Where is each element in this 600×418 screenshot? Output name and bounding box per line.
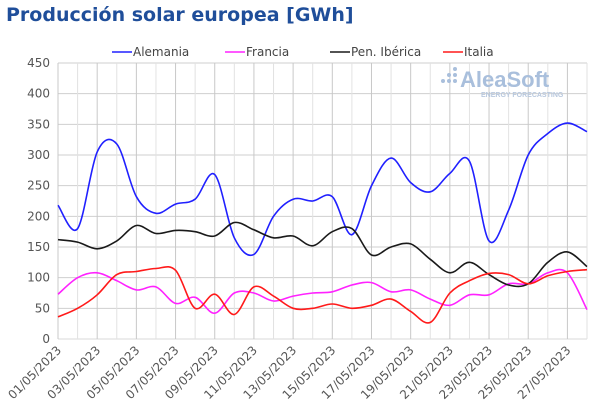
y-tick-label: 200	[27, 209, 50, 223]
watermark-brand: AleaSoft	[460, 67, 550, 92]
y-axis: 0 50 100 150 200 250 300 350 400 450	[27, 56, 50, 346]
legend-item: Pen. Ibérica	[330, 45, 421, 59]
y-tick-label: 450	[27, 56, 50, 70]
legend: Alemania Francia Pen. Ibérica Italia	[112, 45, 494, 59]
y-tick-label: 400	[27, 87, 50, 101]
series-line-italia	[57, 265, 588, 324]
y-tick-label: 100	[27, 271, 50, 285]
legend-item: Italia	[443, 45, 494, 59]
legend-item: Francia	[225, 45, 289, 59]
grid	[57, 62, 588, 340]
y-tick-label: 350	[27, 117, 50, 131]
legend-label: Italia	[464, 45, 494, 59]
y-tick-label: 0	[42, 332, 50, 346]
series-line-alemania	[57, 122, 588, 257]
legend-label: Alemania	[133, 45, 189, 59]
series-lines	[57, 122, 588, 324]
watermark-tagline: ENERGY FORECASTING	[481, 92, 564, 99]
y-tick-label: 150	[27, 240, 50, 254]
y-tick-label: 300	[27, 148, 50, 162]
x-axis: 01/05/202303/05/202305/05/202307/05/2023…	[5, 343, 573, 402]
aleasoft-watermark: AleaSoft ENERGY FORECASTING	[441, 67, 564, 99]
series-line-pen-ib-rica	[57, 221, 588, 288]
legend-label: Francia	[246, 45, 289, 59]
y-tick-label: 50	[35, 301, 50, 315]
legend-item: Alemania	[112, 45, 189, 59]
y-tick-label: 250	[27, 179, 50, 193]
series-line-francia	[57, 268, 588, 314]
legend-label: Pen. Ibérica	[351, 45, 421, 59]
chart-title: Producción solar europea [GWh]	[6, 4, 354, 26]
aleasoft-logo-icon	[441, 67, 457, 83]
